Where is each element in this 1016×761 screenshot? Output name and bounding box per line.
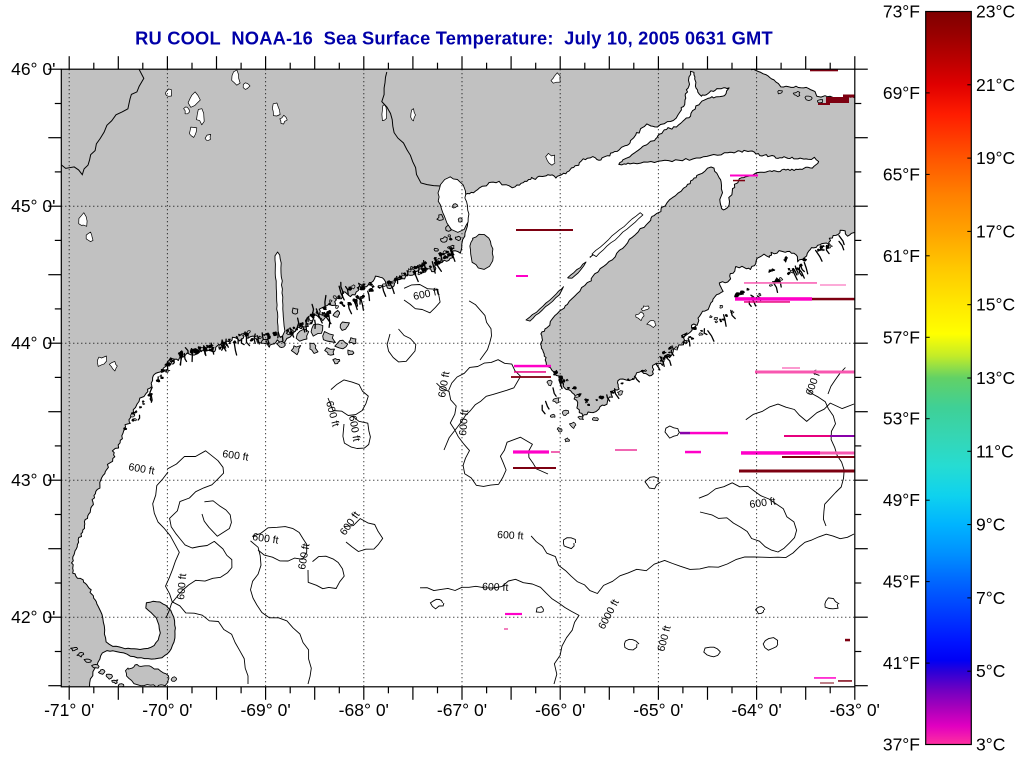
svg-text:600 ft: 600 ft	[412, 286, 440, 303]
svg-text:61°F: 61°F	[883, 246, 920, 266]
svg-text:600 ft: 600 ft	[296, 542, 312, 570]
svg-text:-63° 0': -63° 0'	[830, 700, 880, 720]
svg-text:-69° 0': -69° 0'	[240, 700, 290, 720]
svg-text:600 ft: 600 ft	[346, 414, 362, 442]
svg-text:44° 0': 44° 0'	[11, 333, 55, 353]
svg-text:41°F: 41°F	[883, 653, 920, 673]
svg-text:42° 0': 42° 0'	[11, 607, 55, 627]
svg-text:600 ft: 600 ft	[252, 531, 280, 547]
svg-text:53°F: 53°F	[883, 409, 920, 429]
svg-text:600 ft: 600 ft	[436, 370, 452, 398]
svg-text:45° 0': 45° 0'	[11, 196, 55, 216]
svg-text:600 ft: 600 ft	[222, 448, 250, 464]
svg-text:9°C: 9°C	[976, 515, 1005, 535]
svg-text:RU COOL NOAA-16 Sea Surface: RU COOL NOAA-16 Sea Surface Temperature:…	[135, 28, 773, 49]
svg-text:15°C: 15°C	[976, 295, 1015, 315]
svg-text:21°C: 21°C	[976, 75, 1015, 95]
svg-text:23°C: 23°C	[976, 2, 1015, 22]
svg-text:600 ft: 600 ft	[127, 461, 155, 477]
svg-text:-66° 0': -66° 0'	[535, 700, 585, 720]
svg-text:57°F: 57°F	[883, 327, 920, 347]
svg-text:600 ft: 600 ft	[482, 581, 509, 594]
svg-text:49°F: 49°F	[883, 490, 920, 510]
svg-text:3°C: 3°C	[976, 735, 1005, 755]
svg-text:45°F: 45°F	[883, 572, 920, 592]
svg-text:46° 0': 46° 0'	[11, 59, 55, 79]
svg-text:17°C: 17°C	[976, 221, 1015, 241]
svg-text:73°F: 73°F	[883, 2, 920, 22]
svg-text:-71° 0': -71° 0'	[44, 700, 94, 720]
svg-text:600 ft: 600 ft	[749, 495, 777, 511]
svg-text:-67° 0': -67° 0'	[437, 700, 487, 720]
svg-text:600 ft: 600 ft	[497, 529, 524, 542]
svg-text:-70° 0': -70° 0'	[142, 700, 192, 720]
svg-text:69°F: 69°F	[883, 83, 920, 103]
svg-text:-65° 0': -65° 0'	[633, 700, 683, 720]
svg-text:7°C: 7°C	[976, 588, 1005, 608]
svg-text:37°F: 37°F	[883, 735, 920, 755]
svg-text:-64° 0': -64° 0'	[731, 700, 781, 720]
svg-text:-68° 0': -68° 0'	[339, 700, 389, 720]
svg-text:11°C: 11°C	[976, 441, 1014, 461]
svg-text:43° 0': 43° 0'	[11, 470, 55, 490]
svg-text:5°C: 5°C	[976, 661, 1005, 681]
svg-text:600 ft: 600 ft	[457, 409, 471, 436]
svg-text:600 ft: 600 ft	[175, 573, 189, 600]
svg-text:19°C: 19°C	[976, 148, 1015, 168]
svg-text:13°C: 13°C	[976, 368, 1015, 388]
svg-text:65°F: 65°F	[883, 164, 920, 184]
